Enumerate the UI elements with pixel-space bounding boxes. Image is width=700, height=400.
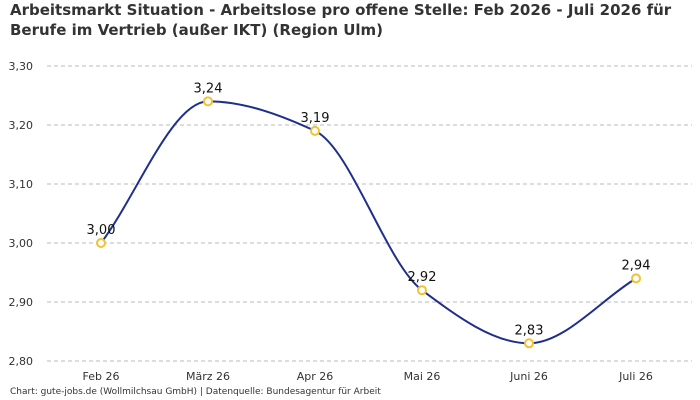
y-axis-tick-labels: 2,80 2,90 3,00 3,10 3,20 3,30 — [9, 60, 34, 368]
x-tick-label: März 26 — [186, 370, 230, 383]
chart-source-footer: Chart: gute-jobs.de (Wollmilchsau GmbH) … — [10, 387, 381, 397]
chart-title-line-1: Arbeitsmarkt Situation - Arbeitslose pro… — [10, 1, 672, 19]
data-label: 2,94 — [622, 258, 651, 273]
x-tick-label: Juni 26 — [509, 370, 548, 383]
data-labels: 3,00 3,24 3,19 2,92 2,83 2,94 — [87, 81, 651, 338]
data-point — [417, 285, 427, 296]
chart-title: Arbeitsmarkt Situation - Arbeitslose pro… — [10, 0, 690, 40]
y-tick-label: 3,10 — [9, 178, 34, 191]
y-tick-label: 3,30 — [9, 60, 34, 73]
series-line — [100, 100, 637, 345]
data-label: 2,83 — [515, 323, 544, 338]
data-point — [524, 338, 534, 349]
chart-title-line-2: Berufe im Vertrieb (außer IKT) (Region U… — [10, 21, 384, 39]
y-tick-label: 2,90 — [9, 296, 34, 309]
data-label: 2,92 — [408, 270, 437, 285]
x-tick-label: Apr 26 — [297, 370, 334, 383]
y-tick-label: 2,80 — [9, 355, 34, 368]
grid-lines — [47, 65, 692, 362]
x-tick-label: Feb 26 — [83, 370, 120, 383]
data-point — [631, 273, 641, 284]
data-label: 3,00 — [87, 223, 116, 238]
data-point — [203, 96, 213, 107]
data-label: 3,24 — [194, 81, 223, 96]
x-tick-label: Juli 26 — [618, 370, 653, 383]
data-point — [310, 125, 320, 136]
x-tick-label: Mai 26 — [404, 370, 441, 383]
data-point — [96, 238, 106, 248]
x-axis-tick-labels: Feb 26 März 26 Apr 26 Mai 26 Juni 26 Juli 26 — [83, 370, 653, 383]
y-tick-label: 3,00 — [9, 237, 34, 250]
data-points — [96, 96, 641, 349]
y-tick-label: 3,20 — [9, 119, 34, 132]
data-label: 3,19 — [301, 111, 330, 126]
